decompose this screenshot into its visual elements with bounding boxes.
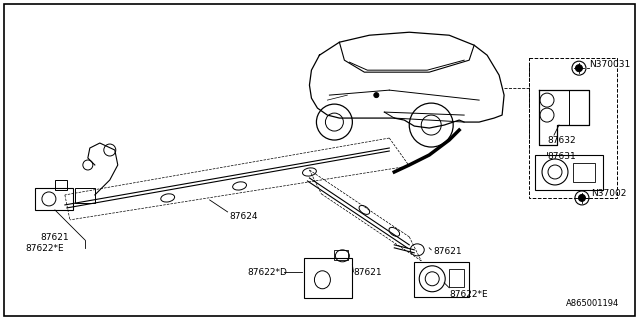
Bar xyxy=(305,258,353,298)
Bar xyxy=(535,155,603,190)
Text: 87624: 87624 xyxy=(230,212,258,221)
Text: 87632: 87632 xyxy=(547,136,575,145)
Bar xyxy=(529,58,617,198)
Circle shape xyxy=(575,65,582,72)
Bar xyxy=(35,188,73,210)
Text: N370031: N370031 xyxy=(589,60,630,69)
Bar xyxy=(449,269,464,287)
Text: 87621: 87621 xyxy=(433,247,462,256)
Text: N37002: N37002 xyxy=(591,189,627,198)
Text: A865001194: A865001194 xyxy=(566,299,619,308)
Circle shape xyxy=(374,92,379,98)
Text: 87621: 87621 xyxy=(353,268,382,277)
Text: 87631: 87631 xyxy=(547,152,576,161)
Bar xyxy=(414,262,469,297)
Bar xyxy=(334,250,348,260)
Text: 87621: 87621 xyxy=(40,233,68,242)
Text: 87622*D: 87622*D xyxy=(248,268,287,277)
Bar xyxy=(75,188,95,203)
Text: 87622*E: 87622*E xyxy=(25,244,63,253)
Text: 87622*E: 87622*E xyxy=(449,290,488,299)
Bar xyxy=(573,163,595,182)
Bar xyxy=(55,180,67,190)
Circle shape xyxy=(579,195,586,201)
